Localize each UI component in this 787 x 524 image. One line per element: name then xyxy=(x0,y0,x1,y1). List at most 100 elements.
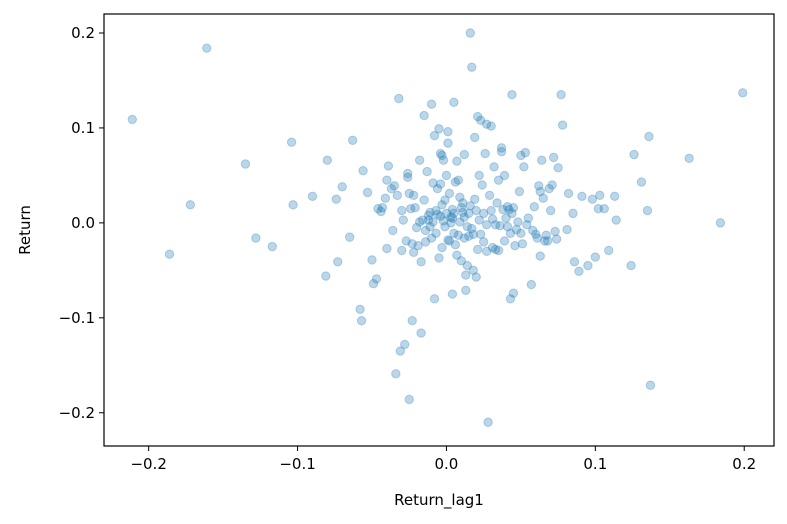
data-point xyxy=(416,257,426,267)
data-point xyxy=(471,272,481,282)
data-point xyxy=(537,155,547,165)
data-point xyxy=(529,202,539,212)
y-tick-label: 0.2 xyxy=(71,24,95,42)
data-point xyxy=(307,191,318,201)
data-point xyxy=(356,315,367,326)
data-point xyxy=(467,223,477,234)
data-point xyxy=(449,208,459,219)
data-point xyxy=(547,180,557,190)
x-tick-label: 0.0 xyxy=(435,455,459,473)
data-point xyxy=(413,240,423,251)
data-point xyxy=(383,161,394,171)
data-point xyxy=(511,224,522,235)
data-point xyxy=(452,250,462,260)
data-point xyxy=(577,191,587,201)
data-point xyxy=(609,191,620,201)
data-point xyxy=(432,209,443,220)
data-point xyxy=(493,175,504,185)
data-point xyxy=(403,172,413,183)
data-point xyxy=(202,43,212,53)
data-point xyxy=(391,369,401,379)
data-point xyxy=(563,188,574,199)
data-point xyxy=(644,131,654,142)
data-point xyxy=(459,149,470,160)
data-point xyxy=(437,150,447,161)
data-point xyxy=(414,217,425,227)
data-point xyxy=(611,215,621,225)
data-point xyxy=(551,234,562,244)
x-axis-label: Return_lag1 xyxy=(394,491,484,510)
data-point xyxy=(450,240,461,250)
data-point xyxy=(368,278,379,289)
data-point xyxy=(522,220,532,230)
data-point xyxy=(569,257,580,267)
data-point xyxy=(456,256,467,266)
data-point xyxy=(458,207,468,218)
data-point xyxy=(474,215,484,225)
data-point xyxy=(267,241,277,252)
data-point xyxy=(684,153,694,164)
data-point xyxy=(404,188,414,199)
data-point xyxy=(419,110,429,121)
data-point xyxy=(459,233,470,243)
data-point xyxy=(408,190,419,201)
data-point xyxy=(440,195,450,205)
data-point xyxy=(458,198,468,208)
data-point xyxy=(487,242,498,253)
data-point xyxy=(450,177,461,187)
data-point xyxy=(367,255,377,265)
data-point xyxy=(599,203,609,214)
data-point xyxy=(423,215,434,225)
data-point xyxy=(483,417,493,427)
data-point xyxy=(626,260,636,271)
data-point xyxy=(344,232,355,242)
data-point xyxy=(447,204,458,215)
data-point xyxy=(455,192,465,202)
data-point xyxy=(429,130,440,141)
data-point xyxy=(738,88,748,98)
data-point xyxy=(422,166,432,177)
data-point xyxy=(501,213,511,223)
data-point xyxy=(417,215,428,225)
data-point xyxy=(321,271,331,281)
data-point xyxy=(475,115,486,126)
data-point xyxy=(587,194,598,204)
data-point xyxy=(542,236,553,246)
data-point xyxy=(403,168,413,179)
data-point xyxy=(489,162,499,172)
data-point xyxy=(426,99,437,109)
data-point xyxy=(574,266,584,276)
data-point xyxy=(425,207,435,218)
data-point xyxy=(583,260,593,271)
data-point xyxy=(508,202,519,213)
data-point xyxy=(642,205,653,216)
data-point xyxy=(593,203,604,214)
data-point xyxy=(475,229,486,239)
data-point xyxy=(556,90,566,100)
data-point xyxy=(493,245,504,256)
y-tick-label: 0.0 xyxy=(71,214,95,232)
data-point xyxy=(331,194,341,204)
data-point xyxy=(478,208,489,219)
data-point xyxy=(480,148,490,159)
data-point xyxy=(416,328,426,338)
data-point xyxy=(470,132,480,143)
data-point xyxy=(443,138,453,148)
x-tick-label: 0.2 xyxy=(732,455,756,473)
data-point xyxy=(468,265,478,276)
data-point xyxy=(473,244,483,255)
data-point xyxy=(444,188,455,199)
data-point xyxy=(437,200,447,210)
data-point xyxy=(404,394,414,405)
data-point xyxy=(486,121,496,131)
data-point xyxy=(502,202,513,212)
data-point xyxy=(499,236,510,246)
data-point xyxy=(528,225,538,236)
data-point xyxy=(452,156,462,166)
data-point xyxy=(550,226,560,237)
y-tick-label: −0.2 xyxy=(59,404,95,422)
data-point xyxy=(455,217,465,227)
data-point xyxy=(453,230,464,240)
